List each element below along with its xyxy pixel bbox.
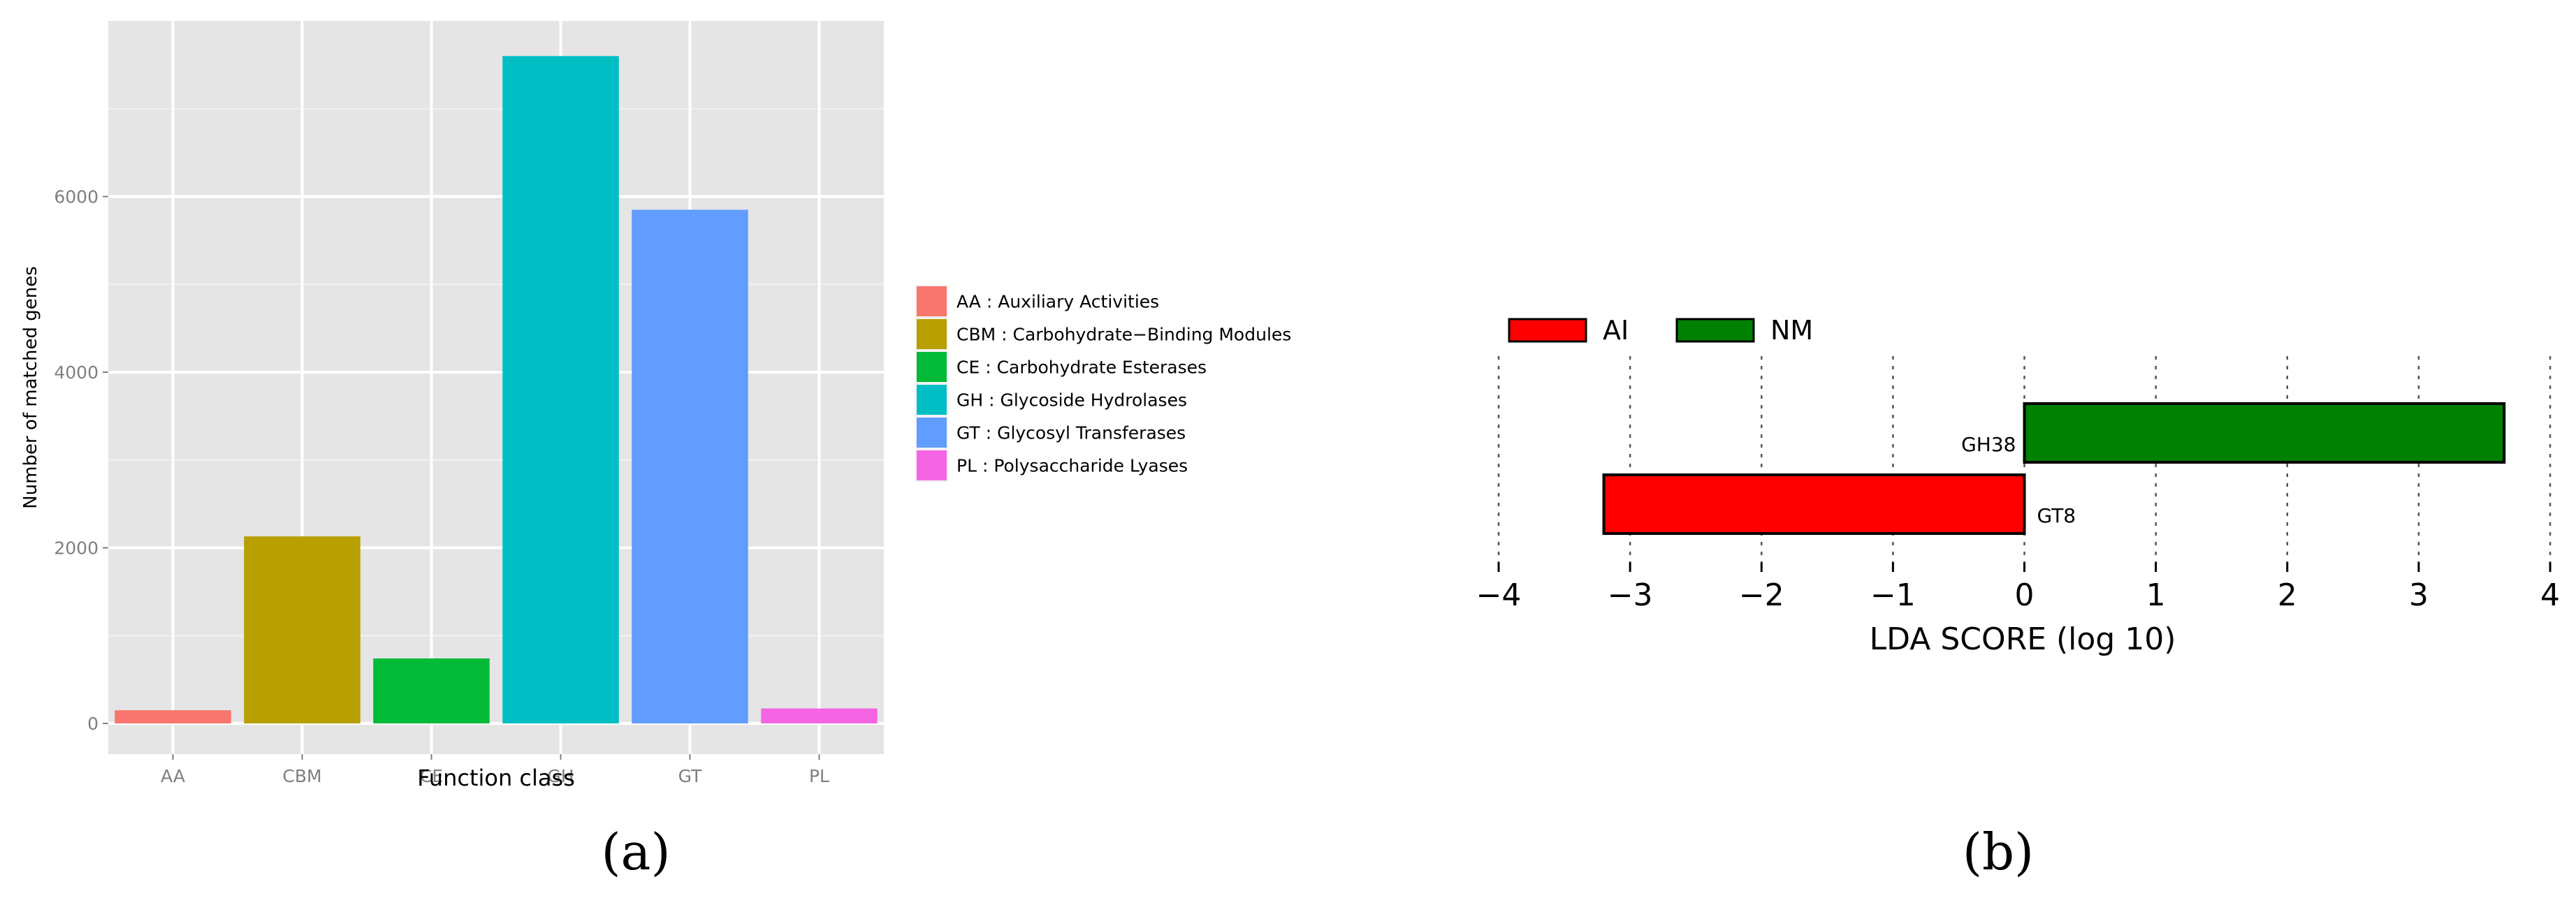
x-tick-label: PL [809,766,829,786]
bars [115,56,878,723]
x-tick-label: 2 [2278,577,2297,613]
y-tick-label: 6000 [54,186,99,207]
legend-label: CBM : Carbohydrate−Binding Modules [956,325,1291,345]
bars: GH38 GT8 [1602,402,2506,535]
legend: AI NM [1508,315,1813,346]
legend-label: AI [1603,315,1629,346]
x-tick-label: CBM [282,766,321,786]
x-tick-label: CE [420,766,443,786]
x-tick-label: −2 [1739,577,1784,613]
legend-swatch [917,286,947,316]
panel-label-b: (b) [1963,823,2034,881]
x-tick-label: 1 [2146,577,2166,613]
legend-swatch [917,450,947,480]
x-axis-label: LDA SCORE (log 10) [1870,621,2176,657]
x-tick-label: −3 [1608,577,1653,613]
x-tick-label: 3 [2409,577,2429,613]
y-tick-label: 0 [87,714,99,734]
legend-swatch [917,352,947,382]
legend-swatch [917,319,947,349]
bar-pl [761,708,878,723]
bar-gh38 [2023,402,2506,464]
bar-label: GH38 [1961,433,2016,456]
x-tick-label: −4 [1476,577,1522,613]
bar-label: GT8 [2037,504,2076,527]
x-axis-label: Function class [417,765,575,791]
bar-gh [502,56,619,723]
chart-panel-a: 0 2000 4000 6000 AA CBM CE GH GT PL Number of ma… [20,21,1291,881]
legend-label: PL : Polysaccharide Lyases [956,456,1188,476]
y-axis-ticks: 0 2000 4000 6000 [54,186,108,734]
plot-background [108,21,884,754]
bar-cbm [244,536,361,723]
bar-gt8 [1602,473,2026,535]
x-tick-label: AA [161,766,185,786]
y-tick-label: 4000 [54,362,99,383]
x-tick-label: −1 [1870,577,1916,613]
x-tick-label: GT [678,766,702,786]
x-tick-label: 0 [2015,577,2035,613]
legend-label: AA : Auxiliary Activities [956,292,1159,312]
legend-swatch-ai [1508,318,1587,343]
chart-panel-b: AI NM GH38 GT8 −4 −3 −2 −1 0 1 2 3 4 LDA SCORE (lo… [1476,315,2560,881]
panel-label-a: (a) [601,823,670,881]
y-axis-label: Number of matched genes [20,266,41,509]
bar-aa [115,710,231,723]
bar-gt [632,209,748,723]
x-tick-label: 4 [2540,577,2560,613]
legend-label: NM [1770,315,1813,346]
legend-label: CE : Carbohydrate Esterases [956,358,1207,378]
x-axis-ticks: −4 −3 −2 −1 0 1 2 3 4 [1476,562,2560,613]
legend-label: GT : Glycosyl Transferases [956,423,1186,443]
y-tick-label: 2000 [54,538,99,558]
legend-swatch-nm [1675,318,1755,343]
legend-label: GH : Glycoside Hydrolases [956,390,1187,411]
legend-swatch [917,418,947,448]
legend: AA : Auxiliary Activities CBM : Carbohydr… [915,285,1291,482]
x-tick-label: GH [547,766,574,786]
legend-swatch [917,385,947,415]
bar-ce [373,658,490,723]
x-axis-ticks: AA CBM CE GH GT PL [161,754,829,786]
